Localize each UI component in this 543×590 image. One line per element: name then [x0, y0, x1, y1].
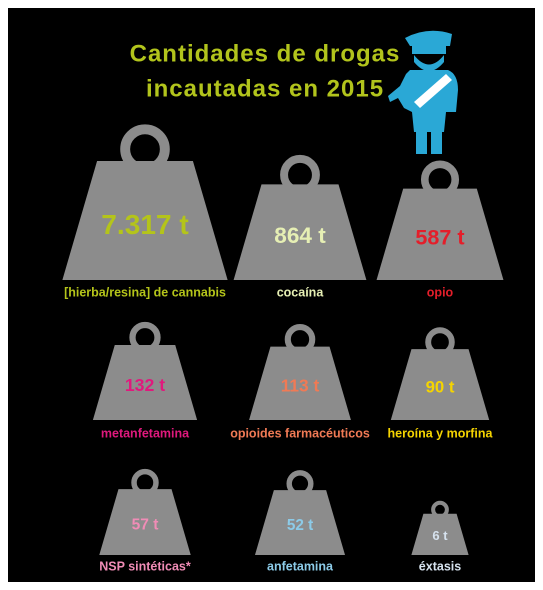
category-label: metanfetamina	[101, 426, 190, 440]
category-label: cocaína	[277, 285, 325, 299]
category-label: heroína y morfina	[388, 426, 494, 440]
value-label: 587 t	[415, 225, 464, 250]
chart-title: Cantidades de drogas	[130, 40, 401, 67]
chart-title: incautadas en 2015	[146, 75, 384, 102]
value-label: 132 t	[125, 375, 165, 395]
category-label: éxtasis	[419, 559, 461, 573]
value-label: 57 t	[132, 516, 159, 533]
value-label: 90 t	[426, 378, 455, 397]
value-label: 6 t	[432, 528, 448, 543]
value-label: 864 t	[274, 223, 326, 248]
category-label: opio	[427, 285, 454, 299]
category-label: NSP sintéticas*	[99, 559, 191, 573]
value-label: 7.317 t	[101, 209, 188, 240]
value-label: 52 t	[287, 517, 313, 534]
page: {"chart_data": { "type": "weights", "tit…	[0, 0, 543, 590]
category-label: anfetamina	[267, 559, 334, 573]
category-label: opioides farmacéuticos	[230, 426, 370, 440]
category-label: [hierba/resina] de cannabis	[64, 285, 226, 299]
chart: Cantidades de drogas incautadas en 2015 …	[0, 0, 543, 590]
value-label: 113 t	[281, 376, 320, 396]
